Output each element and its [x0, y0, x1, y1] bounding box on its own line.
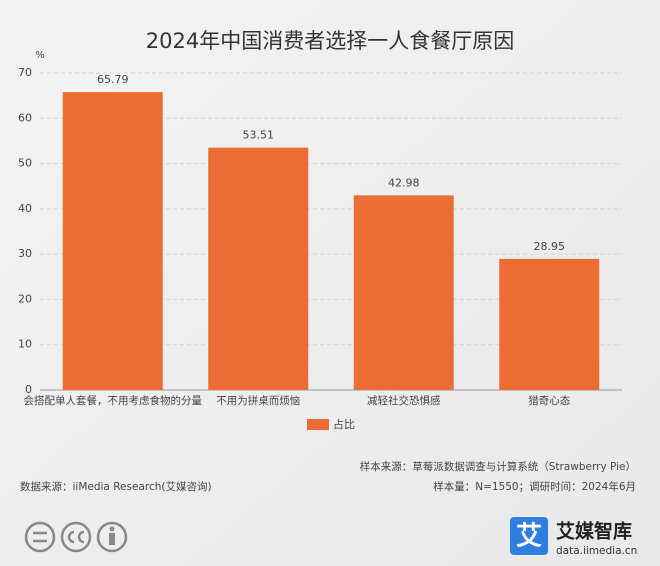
value-label: 42.98: [388, 176, 420, 189]
bar: [499, 258, 600, 390]
logo-mark: 艾: [516, 522, 542, 552]
y-tick-label: 40: [18, 202, 32, 215]
y-tick-label: 10: [18, 338, 32, 351]
y-tick-label: 0: [25, 383, 32, 396]
y-tick-label: 60: [18, 111, 32, 124]
y-unit: %: [35, 50, 45, 61]
legend-label: 占比: [333, 417, 355, 431]
logo-url: data.iimedia.cn: [556, 545, 637, 557]
bar: [353, 195, 454, 390]
legend-swatch: [307, 419, 329, 430]
bar: [62, 92, 163, 391]
sample-info: 样本量：N=1550；调研时间：2024年6月: [433, 480, 636, 493]
data-source: 数据来源：iiMedia Research(艾媒咨询): [20, 480, 212, 493]
x-tick-label: 减轻社交恐惧感: [367, 394, 441, 407]
y-tick-label: 30: [18, 247, 32, 260]
y-tick-label: 70: [18, 66, 32, 79]
y-tick-label: 20: [18, 292, 32, 305]
value-label: 28.95: [534, 240, 566, 253]
logo-mark-bg: [510, 517, 548, 555]
bar: [208, 147, 309, 390]
sample-source: 样本来源：草莓派数据调查与计算系统（Strawberry Pie）: [360, 460, 636, 473]
value-label: 65.79: [97, 73, 129, 86]
x-tick-label: 猎奇心态: [528, 394, 570, 407]
x-tick-label: 不用为拼桌而烦恼: [216, 394, 300, 407]
logo-name: 艾媒智库: [556, 520, 632, 543]
chart-title: 2024年中国消费者选择一人食餐厅原因: [146, 29, 514, 53]
value-label: 53.51: [243, 129, 275, 142]
license-icons: [24, 521, 128, 553]
x-tick-label: 会搭配单人套餐，不用考虑食物的分量: [24, 394, 203, 407]
y-tick-label: 50: [18, 157, 32, 170]
